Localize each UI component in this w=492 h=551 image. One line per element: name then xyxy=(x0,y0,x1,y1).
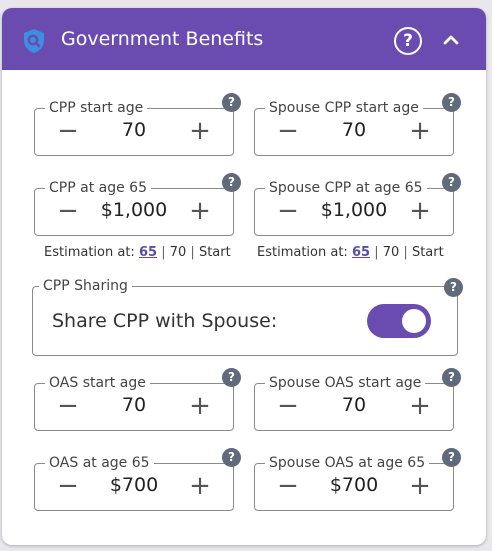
oas-at-65-increment-button[interactable]: + xyxy=(189,471,211,501)
government-benefits-card: Government Benefits ? CPP start age − 70… xyxy=(2,8,486,545)
spouse-oas-at-65-decrement-button[interactable]: − xyxy=(277,471,299,501)
spouse-oas-start-age-value[interactable]: 70 xyxy=(341,394,367,416)
spouse-cpp-at-65-label: Spouse CPP at age 65 xyxy=(265,180,427,196)
estimation-prefix: Estimation at: xyxy=(257,245,348,260)
oas-start-age-value[interactable]: 70 xyxy=(121,394,147,416)
estimation-prefix: Estimation at: xyxy=(44,245,135,260)
spouse-estimation-option-start[interactable]: Start xyxy=(411,245,444,260)
estimation-separator: | xyxy=(161,245,166,260)
cpp-start-age-increment-button[interactable]: + xyxy=(189,116,211,146)
spouse-oas-at-65-stepper: Spouse OAS at age 65 − $700 + xyxy=(254,455,454,511)
oas-start-age-decrement-button[interactable]: − xyxy=(57,391,79,421)
cpp-start-age-label: CPP start age xyxy=(45,100,148,116)
estimation-option-start[interactable]: Start xyxy=(198,245,231,260)
oas-start-age-stepper: OAS start age − 70 + xyxy=(34,375,234,431)
shield-search-icon xyxy=(24,29,44,53)
cpp-start-age-stepper: CPP start age − 70 + xyxy=(34,100,234,156)
cpp-at-65-decrement-button[interactable]: − xyxy=(57,196,79,226)
spouse-cpp-estimation-selector: Estimation at: 65 | 70 | Start xyxy=(257,245,444,260)
spouse-oas-start-age-decrement-button[interactable]: − xyxy=(277,391,299,421)
cpp-start-age-decrement-button[interactable]: − xyxy=(57,116,79,146)
oas-at-65-help-icon[interactable]: ? xyxy=(222,448,241,467)
cpp-sharing-section: CPP Sharing Share CPP with Spouse: xyxy=(32,278,458,356)
card-title: Government Benefits xyxy=(61,28,264,50)
spouse-oas-at-65-value[interactable]: $700 xyxy=(329,474,379,496)
cpp-sharing-help-icon[interactable]: ? xyxy=(444,278,463,297)
spouse-cpp-start-age-value[interactable]: 70 xyxy=(341,119,367,141)
share-cpp-label: Share CPP with Spouse: xyxy=(52,310,278,332)
cpp-estimation-selector: Estimation at: 65 | 70 | Start xyxy=(44,245,231,260)
spouse-cpp-at-65-value[interactable]: $1,000 xyxy=(320,199,388,221)
oas-start-age-help-icon[interactable]: ? xyxy=(222,368,241,387)
card-header[interactable]: Government Benefits ? xyxy=(2,8,486,70)
oas-start-age-increment-button[interactable]: + xyxy=(189,391,211,421)
spouse-cpp-at-65-increment-button[interactable]: + xyxy=(409,196,431,226)
spouse-oas-start-age-stepper: Spouse OAS start age − 70 + xyxy=(254,375,454,431)
cpp-at-65-help-icon[interactable]: ? xyxy=(222,173,241,192)
spouse-estimation-option-70[interactable]: 70 xyxy=(382,245,400,260)
estimation-option-65[interactable]: 65 xyxy=(138,245,158,260)
cpp-at-65-increment-button[interactable]: + xyxy=(189,196,211,226)
spouse-cpp-start-age-label: Spouse CPP start age xyxy=(265,100,423,116)
cpp-at-65-value[interactable]: $1,000 xyxy=(100,199,168,221)
spouse-cpp-at-65-help-icon[interactable]: ? xyxy=(442,173,461,192)
oas-at-65-decrement-button[interactable]: − xyxy=(57,471,79,501)
estimation-option-70[interactable]: 70 xyxy=(169,245,187,260)
spouse-cpp-start-age-decrement-button[interactable]: − xyxy=(277,116,299,146)
cpp-at-65-stepper: CPP at age 65 − $1,000 + xyxy=(34,180,234,236)
help-circle-icon[interactable]: ? xyxy=(394,27,422,55)
spouse-oas-start-age-help-icon[interactable]: ? xyxy=(442,368,461,387)
estimation-separator: | xyxy=(403,245,408,260)
toggle-knob xyxy=(402,309,426,333)
spouse-cpp-at-65-decrement-button[interactable]: − xyxy=(277,196,299,226)
cpp-start-age-help-icon[interactable]: ? xyxy=(222,93,241,112)
spouse-cpp-start-age-stepper: Spouse CPP start age − 70 + xyxy=(254,100,454,156)
estimation-separator: | xyxy=(190,245,195,260)
share-cpp-toggle[interactable] xyxy=(367,304,431,338)
oas-at-65-stepper: OAS at age 65 − $700 + xyxy=(34,455,234,511)
spouse-cpp-start-age-help-icon[interactable]: ? xyxy=(442,93,461,112)
spouse-oas-at-65-label: Spouse OAS at age 65 xyxy=(265,455,430,471)
estimation-separator: | xyxy=(374,245,379,260)
spouse-oas-start-age-label: Spouse OAS start age xyxy=(265,375,426,391)
spouse-cpp-at-65-stepper: Spouse CPP at age 65 − $1,000 + xyxy=(254,180,454,236)
cpp-start-age-value[interactable]: 70 xyxy=(121,119,147,141)
oas-start-age-label: OAS start age xyxy=(45,375,150,391)
spouse-oas-at-65-increment-button[interactable]: + xyxy=(409,471,431,501)
spouse-estimation-option-65[interactable]: 65 xyxy=(351,245,371,260)
spouse-oas-at-65-help-icon[interactable]: ? xyxy=(442,448,461,467)
chevron-up-icon[interactable] xyxy=(440,29,462,51)
spouse-cpp-start-age-increment-button[interactable]: + xyxy=(409,116,431,146)
cpp-sharing-legend: CPP Sharing xyxy=(39,278,132,294)
spouse-oas-start-age-increment-button[interactable]: + xyxy=(409,391,431,421)
cpp-at-65-label: CPP at age 65 xyxy=(45,180,151,196)
oas-at-65-label: OAS at age 65 xyxy=(45,455,154,471)
oas-at-65-value[interactable]: $700 xyxy=(109,474,159,496)
